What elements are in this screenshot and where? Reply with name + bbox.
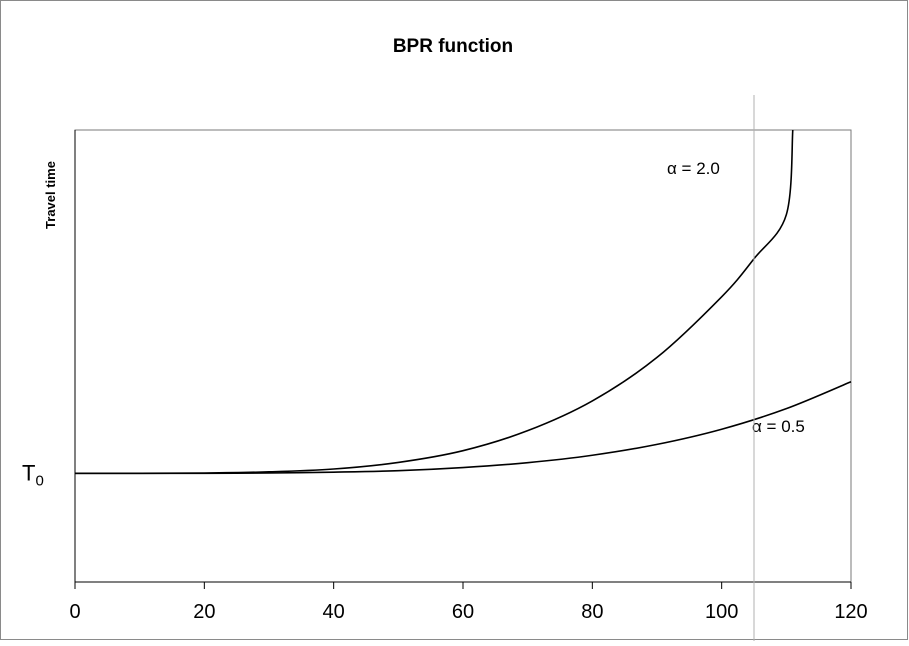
chart-title: BPR function bbox=[393, 36, 513, 57]
x-tick-label: 40 bbox=[323, 601, 345, 623]
y-axis-label: Travel time bbox=[43, 161, 58, 229]
x-tick-label: 0 bbox=[69, 601, 80, 623]
y-tick-label: T0 bbox=[22, 460, 44, 489]
x-tick-label: 100 bbox=[705, 601, 738, 623]
plot-area: 0 20 40 60 80 100 120 T0 α = 2.0 α = 0.5 bbox=[22, 95, 868, 641]
annotations: α = 2.0 α = 0.5 bbox=[667, 159, 805, 436]
x-tick-label: 120 bbox=[834, 601, 867, 623]
series-annotation-alpha-2: α = 2.0 bbox=[667, 159, 720, 178]
x-ticks: 0 20 40 60 80 100 120 bbox=[69, 582, 868, 623]
x-tick-label: 60 bbox=[452, 601, 474, 623]
x-tick-label: 20 bbox=[193, 601, 215, 623]
y-ticks: T0 bbox=[22, 460, 44, 489]
x-tick-label: 80 bbox=[581, 601, 603, 623]
series-line-alpha-0-5 bbox=[75, 381, 852, 475]
series-annotation-alpha-0-5: α = 0.5 bbox=[752, 417, 805, 436]
series-group bbox=[74, 129, 852, 475]
